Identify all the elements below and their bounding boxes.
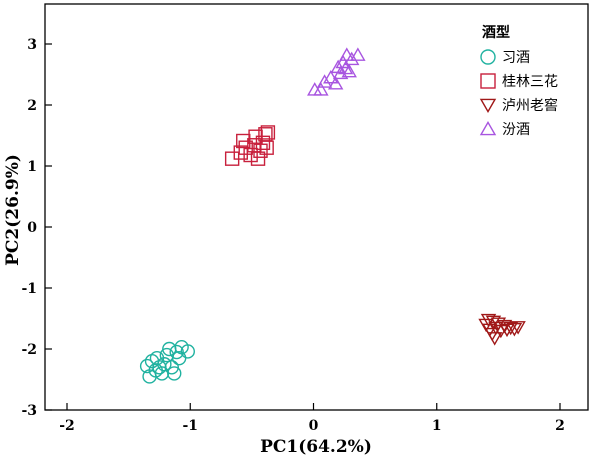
y-tick-label: 1 (27, 159, 37, 175)
y-axis-ticks: -3 -2 -1 0 1 2 3 (21, 37, 52, 419)
series-3 (307, 47, 366, 96)
y-tick-label: -3 (21, 403, 37, 419)
data-point (167, 366, 182, 381)
legend-marker (479, 98, 497, 114)
data-point (510, 321, 526, 335)
series-layer (139, 47, 526, 384)
legend-marker (479, 120, 497, 136)
legend-item: 汾酒 (479, 120, 530, 138)
legend-label: 泸州老窖 (502, 97, 558, 114)
data-point (148, 363, 163, 378)
data-point (250, 151, 266, 166)
y-axis-label: PC2(26.9%) (3, 154, 23, 266)
y-tick-label: 3 (27, 37, 37, 53)
x-tick-label: 0 (309, 418, 319, 434)
data-point (350, 47, 366, 61)
data-point (339, 47, 355, 61)
series-2 (478, 313, 526, 346)
data-point (341, 63, 357, 78)
y-tick-label: 0 (27, 220, 37, 236)
data-point (344, 51, 360, 66)
data-point (243, 147, 258, 163)
series-0 (139, 339, 195, 384)
legend-item: 习酒 (480, 49, 530, 66)
y-tick-label: 2 (27, 98, 37, 114)
x-tick-label: 1 (432, 418, 442, 434)
plot-frame (44, 3, 589, 411)
y-tick-label: -1 (21, 281, 37, 297)
data-point (260, 125, 276, 140)
data-point (337, 60, 354, 75)
data-point (180, 344, 195, 359)
data-point (499, 323, 515, 338)
x-tick-label: -1 (182, 418, 198, 434)
data-point (238, 140, 253, 155)
x-tick-label: -2 (59, 418, 75, 434)
data-point (332, 65, 349, 80)
legend-title: 酒型 (482, 24, 510, 41)
legend-label: 汾酒 (502, 122, 530, 138)
data-point (323, 69, 339, 84)
data-point (255, 135, 271, 151)
legend-item: 桂林三花 (480, 73, 558, 90)
legend-label: 习酒 (502, 50, 530, 66)
legend-marker (480, 73, 496, 89)
data-point (506, 322, 523, 337)
data-point (502, 321, 519, 336)
data-point (316, 74, 333, 88)
x-axis-ticks: -2 -1 0 1 2 (59, 403, 565, 434)
legend-label: 桂林三花 (502, 74, 558, 90)
y-tick-label: -2 (21, 342, 37, 358)
series-1 (224, 125, 276, 166)
data-point (313, 82, 329, 96)
x-axis-label: PC1(64.2%) (260, 437, 372, 457)
x-tick-label: 2 (555, 418, 565, 434)
data-point (169, 344, 184, 360)
data-point (327, 76, 344, 90)
legend-marker (480, 49, 496, 65)
data-point (164, 360, 179, 375)
data-point (233, 145, 248, 160)
data-point (259, 140, 274, 155)
legend-item: 泸州老窖 (479, 97, 558, 114)
data-point (480, 313, 497, 328)
